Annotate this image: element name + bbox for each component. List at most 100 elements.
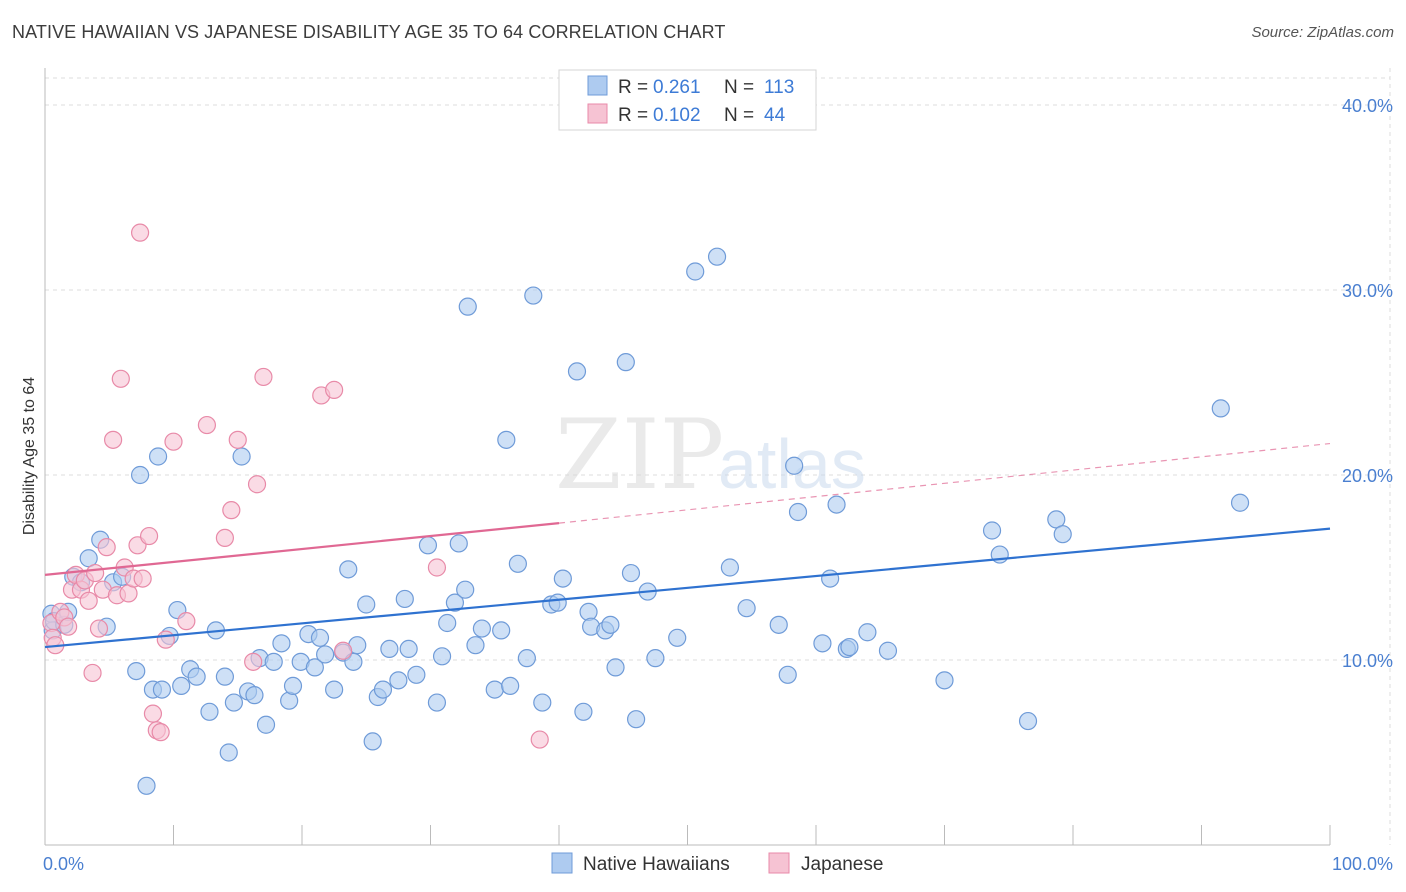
- y-tick-label: 10.0%: [1342, 651, 1393, 671]
- data-point: [151, 723, 170, 742]
- data-point: [788, 502, 808, 522]
- data-point: [156, 630, 175, 649]
- y-axis-label: Disability Age 35 to 64: [21, 377, 38, 535]
- data-point: [492, 621, 511, 640]
- data-point: [215, 528, 234, 548]
- data-point: [97, 538, 116, 557]
- data-point: [878, 641, 898, 660]
- data-point: [1230, 493, 1250, 512]
- data-point: [316, 645, 335, 664]
- data-point: [197, 415, 217, 435]
- bottom-legend-swatch-pink: [768, 852, 790, 874]
- data-point: [407, 665, 426, 684]
- data-point: [785, 456, 804, 475]
- data-point: [485, 680, 504, 699]
- data-point: [339, 560, 358, 579]
- data-point: [395, 589, 414, 609]
- data-point: [579, 602, 598, 622]
- data-point: [601, 615, 620, 634]
- legend-r-label-2: R =: [618, 105, 648, 126]
- data-point: [432, 647, 452, 666]
- data-point: [1211, 399, 1230, 418]
- data-point: [380, 639, 399, 659]
- data-point: [215, 667, 234, 686]
- data-point: [858, 623, 877, 642]
- data-point: [148, 447, 168, 466]
- data-point: [935, 671, 954, 690]
- data-point: [497, 430, 516, 449]
- data-point: [553, 569, 572, 588]
- data-point: [283, 676, 303, 696]
- data-point: [172, 676, 191, 696]
- data-point: [187, 667, 206, 686]
- data-point: [272, 634, 291, 653]
- y-tick-labels: 10.0% 20.0% 30.0% 40.0%: [1342, 96, 1393, 671]
- data-point: [334, 641, 353, 660]
- data-point: [59, 617, 78, 636]
- trend-line: [44, 527, 1331, 649]
- data-point: [530, 730, 549, 749]
- data-point: [89, 619, 109, 638]
- data-point: [821, 569, 840, 588]
- data-point: [418, 536, 438, 555]
- data-point: [813, 634, 832, 653]
- y-tick-label: 30.0%: [1342, 281, 1393, 301]
- legend-r-value-2: 0.102: [653, 105, 701, 126]
- chart-title: NATIVE HAWAIIAN VS JAPANESE DISABILITY A…: [12, 22, 726, 42]
- data-point: [79, 591, 98, 610]
- axes: [44, 68, 1331, 846]
- data-point: [427, 558, 447, 577]
- data-point: [646, 649, 665, 668]
- data-point: [357, 595, 376, 614]
- trend-lines: [44, 442, 1331, 649]
- data-point: [325, 680, 344, 699]
- legend-r-label-1: R =: [618, 77, 648, 98]
- data-point: [769, 615, 788, 634]
- data-point: [445, 593, 465, 612]
- data-point: [456, 580, 475, 599]
- trend-line-extension: [558, 442, 1331, 524]
- data-point: [621, 563, 641, 583]
- data-point: [982, 521, 1002, 540]
- data-point: [305, 658, 324, 677]
- data-point: [177, 612, 196, 631]
- data-point: [548, 593, 567, 612]
- data-point: [517, 649, 536, 668]
- bottom-legend-swatch-blue: [551, 852, 573, 874]
- data-point: [472, 619, 491, 638]
- series-legend: Native Hawaiians Japanese: [551, 852, 883, 875]
- data-point: [139, 526, 159, 546]
- stats-legend: R = 0.261 N = 113 R = 0.102 N = 44: [558, 69, 817, 131]
- series-native-hawaiians: [42, 247, 1250, 795]
- data-point: [137, 776, 156, 795]
- data-point: [840, 637, 859, 657]
- legend-n-label-1: N =: [724, 77, 754, 98]
- data-point: [104, 430, 123, 449]
- x-tick-label: 0.0%: [43, 854, 84, 874]
- data-point: [247, 475, 267, 494]
- data-point: [1053, 525, 1072, 544]
- data-point: [127, 661, 146, 681]
- data-point: [264, 652, 283, 671]
- data-point: [616, 353, 635, 372]
- data-point: [466, 636, 485, 655]
- bottom-legend-label-1: Native Hawaiians: [583, 854, 730, 875]
- gridlines: [45, 68, 1391, 845]
- data-point: [152, 680, 172, 699]
- data-point: [533, 693, 552, 712]
- data-point: [228, 430, 247, 449]
- data-point: [508, 554, 527, 573]
- chart-source: Source: ZipAtlas.com: [1251, 24, 1394, 41]
- data-point: [1018, 711, 1038, 731]
- data-point: [626, 710, 646, 729]
- legend-n-value-2: 44: [764, 105, 786, 126]
- bottom-legend-label-2: Japanese: [801, 854, 883, 875]
- data-point: [200, 702, 219, 721]
- legend-swatch-blue: [587, 75, 608, 96]
- x-tick-labels: 0.0% 100.0%: [43, 854, 1393, 874]
- legend-n-label-2: N =: [724, 105, 754, 126]
- data-point: [449, 534, 468, 553]
- data-point: [130, 465, 150, 485]
- data-point: [399, 639, 418, 659]
